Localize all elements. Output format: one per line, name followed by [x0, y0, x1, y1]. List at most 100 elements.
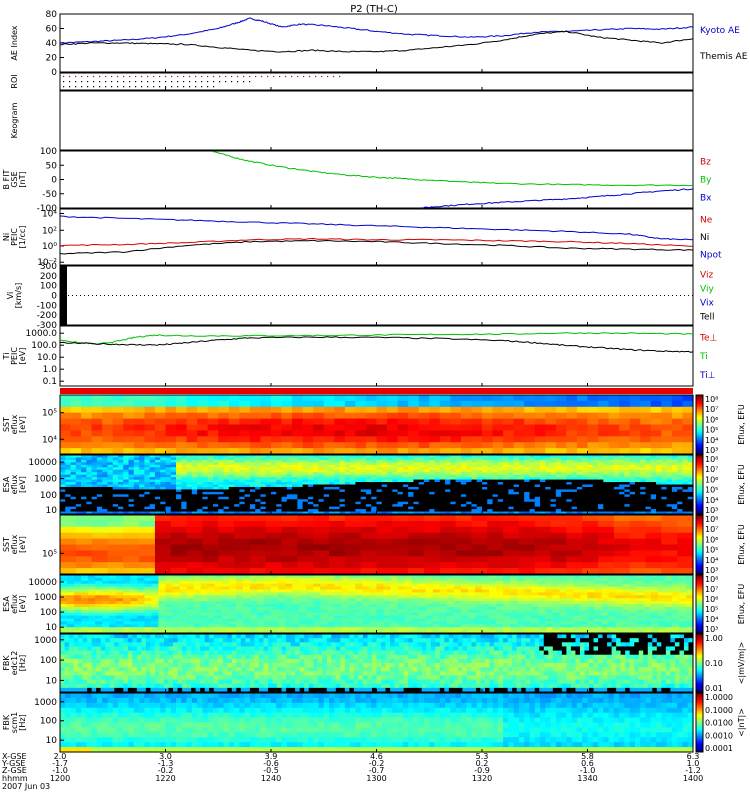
esa_e-cell — [276, 472, 283, 476]
sst_e-cell — [154, 400, 167, 408]
roi-ylabel-line: ROI — [10, 74, 19, 88]
esa_e-cell — [344, 457, 351, 461]
esa_e-cell — [524, 455, 531, 459]
sst_i-cell — [677, 526, 694, 534]
esa_i-cell — [327, 627, 335, 631]
esa_e-cell — [323, 459, 330, 463]
esa_e-cell — [666, 501, 673, 505]
esa_e-cell — [439, 477, 446, 481]
sst_i-cell — [218, 562, 235, 569]
esa_e-cell — [128, 479, 135, 483]
esa_e-cell — [608, 459, 615, 463]
esa_e-cell — [176, 457, 182, 461]
esa_e-cell — [561, 464, 568, 468]
esa_i-cell — [292, 615, 300, 620]
esa_e-cell — [133, 474, 140, 478]
esa_e-cell — [170, 489, 177, 493]
esa_e-cell — [429, 509, 436, 513]
esa_e-cell — [534, 474, 541, 478]
esa_e-cell — [91, 477, 98, 481]
esa_e-cell — [149, 477, 156, 481]
sst_i-cell — [91, 550, 109, 557]
esa_e-cell — [634, 504, 641, 508]
sst_e-cell — [408, 412, 420, 420]
esa_i-cell — [327, 615, 335, 620]
esa_e-cell — [418, 455, 425, 459]
esa_e-cell — [598, 506, 604, 510]
esa_e-cell — [677, 479, 684, 483]
esa_e-cell — [223, 499, 230, 503]
esa_i-cell — [278, 575, 286, 579]
sst_i-cell — [281, 526, 298, 534]
esa_e-cell — [139, 506, 146, 510]
esa_e-cell — [70, 479, 77, 483]
esa_e-cell — [640, 506, 647, 510]
sst_e-cell — [81, 442, 93, 449]
sst_i-cell — [613, 515, 631, 522]
esa_e-cell — [218, 462, 225, 466]
esa_e-cell — [228, 462, 235, 466]
esa_i-cell — [306, 606, 314, 611]
esa_i-cell — [158, 589, 167, 593]
esa_e-cell — [160, 509, 167, 513]
esa_e-cell — [460, 462, 467, 466]
sst_i-cell — [186, 544, 204, 551]
esa_e-cell — [371, 477, 378, 481]
esa_e-cell — [613, 496, 620, 500]
esa_e-cell — [603, 491, 610, 495]
esa_e-cell — [439, 499, 446, 503]
esa_i-cell — [165, 592, 174, 596]
esa_e-cell — [371, 509, 378, 513]
sst_i-cell — [265, 515, 283, 522]
esa_e-cell — [96, 464, 103, 468]
esa_e-cell — [677, 469, 684, 473]
esa_e-cell — [176, 472, 182, 476]
esa_i-cell — [123, 618, 131, 622]
esa_e-cell — [656, 462, 662, 466]
esa_e-cell — [482, 486, 488, 491]
esa_e-cell — [176, 474, 182, 478]
sst_i-cell — [598, 538, 615, 546]
roi-point — [177, 75, 179, 78]
sst_i-cell — [677, 515, 694, 522]
esa_e-cell — [176, 489, 182, 493]
esa_e-cell — [107, 484, 114, 488]
esa_e-cell — [181, 494, 188, 498]
esa_i-cell — [95, 583, 103, 588]
ae-ylabel: AE Index — [10, 25, 19, 60]
esa_i-cell — [144, 583, 153, 588]
esa_e-cell — [645, 482, 652, 486]
esa_e-cell — [423, 504, 430, 508]
esa_i-cell — [74, 580, 82, 585]
esa_e-cell — [318, 477, 325, 481]
esa_e-cell — [186, 494, 193, 498]
sst_i-cell — [186, 562, 204, 569]
esa_i-cell — [334, 575, 342, 579]
esa_i-cell — [362, 618, 371, 622]
esa_e-cell — [518, 501, 525, 505]
esa_i-cell — [306, 618, 314, 622]
esa_i-cell — [299, 598, 307, 602]
sst_e-cell — [365, 418, 378, 426]
sst_e-cell — [671, 436, 684, 443]
esa_e-cell — [466, 472, 473, 476]
sst_i-cell — [408, 538, 425, 546]
sst_i-cell — [218, 532, 235, 540]
esa_e-cell — [339, 496, 346, 500]
esa_e-cell — [355, 479, 362, 483]
esa_e-cell — [170, 474, 177, 478]
sst_e-cell — [439, 406, 451, 414]
esa_e-cell — [181, 496, 188, 500]
esa_e-cell — [223, 455, 230, 459]
esa_e-cell — [534, 511, 541, 515]
esa_e-cell — [223, 479, 230, 483]
esa_e-cell — [529, 474, 536, 478]
esa_i-cell — [158, 595, 167, 599]
esa_e-cell — [513, 469, 520, 473]
esa_i-cell — [130, 618, 138, 622]
esa_e-cell — [144, 464, 151, 468]
esa_i-cell — [74, 586, 82, 591]
esa_e-cell — [207, 459, 214, 463]
esa_e-cell — [576, 462, 583, 466]
esa_e-cell — [645, 479, 652, 483]
